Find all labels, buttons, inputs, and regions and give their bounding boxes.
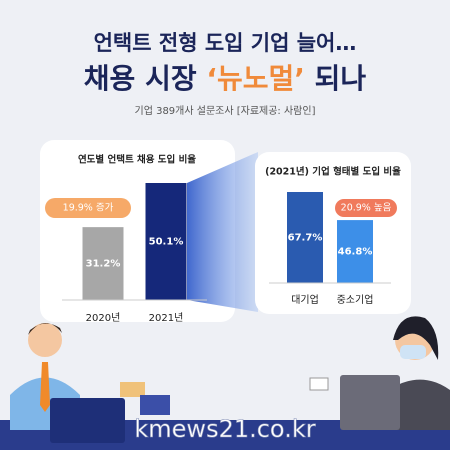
illustration: [0, 316, 450, 450]
value-label: 46.8%: [338, 247, 373, 258]
title-line1: 언택트 전형 도입 기업 늘어…: [94, 31, 357, 55]
title-highlight: ‘뉴노멀’: [206, 62, 305, 95]
value-label: 50.1%: [149, 237, 184, 248]
title-part: 되나: [305, 62, 367, 95]
title-part: 채용 시장: [84, 62, 207, 95]
category-label: 중소기업: [337, 293, 374, 306]
bar: [82, 227, 124, 300]
chart-title: 연도별 언택트 채용 도입 비율: [78, 154, 196, 166]
annotation: 19.9% 증가: [63, 203, 114, 214]
value-label: 31.2%: [86, 259, 121, 270]
title-line2: 채용 시장 ‘뉴노멀’ 되나: [84, 62, 367, 95]
bar: [287, 192, 323, 283]
category-label: 2021년: [149, 312, 184, 324]
beam: [187, 152, 258, 312]
source: 기업 389개사 설문조사 [자료제공: 사람인]: [135, 104, 316, 117]
category-label: 대기업: [291, 293, 319, 306]
bar: [337, 220, 373, 283]
watermark: kmews21.co.kr: [134, 415, 315, 443]
category-label: 2020년: [86, 312, 121, 324]
chart-title: (2021년) 기업 형태별 도입 비율: [265, 166, 401, 178]
annotation-pill: [45, 198, 131, 218]
annotation: 20.9% 높음: [341, 203, 392, 214]
bar: [145, 183, 187, 300]
value-label: 67.7%: [288, 233, 323, 244]
annotation-pill: [335, 199, 397, 217]
